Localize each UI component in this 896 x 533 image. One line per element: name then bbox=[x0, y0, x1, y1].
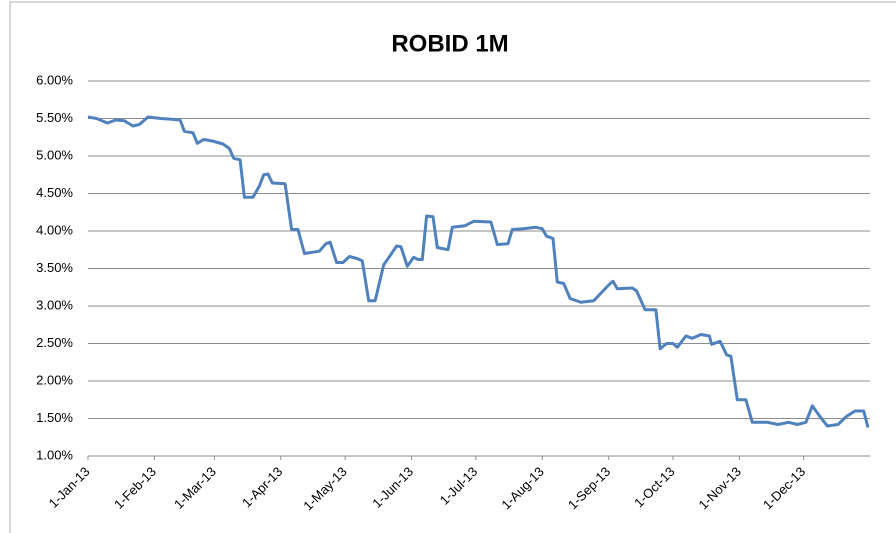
y-tick-label: 1.00% bbox=[36, 447, 73, 462]
y-tick-label: 3.00% bbox=[36, 297, 73, 312]
y-tick-label: 4.50% bbox=[36, 185, 73, 200]
chart-title: ROBID 1M bbox=[391, 30, 508, 57]
y-tick-label: 4.00% bbox=[36, 222, 73, 237]
y-tick-label: 6.00% bbox=[36, 72, 73, 87]
y-tick-label: 1.50% bbox=[36, 410, 73, 425]
data-line bbox=[87, 115, 870, 428]
y-tick-label: 5.00% bbox=[36, 147, 73, 162]
y-tick-label: 2.50% bbox=[36, 335, 73, 350]
y-tick-label: 2.00% bbox=[36, 372, 73, 387]
y-tick-label: 3.50% bbox=[36, 260, 73, 275]
y-tick-label: 5.50% bbox=[36, 110, 73, 125]
chart-border bbox=[9, 1, 896, 533]
